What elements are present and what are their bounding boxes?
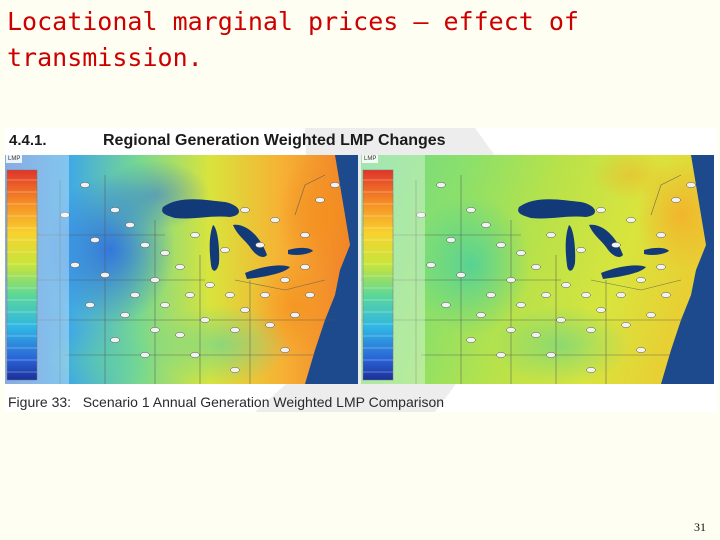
lmp-map-scenario: LMP	[361, 155, 714, 384]
slide-title: Locational marginal prices – effect of t…	[7, 7, 579, 72]
legend-title-scenario: LMP	[362, 155, 379, 163]
map-figure: 4.4.1. Regional Generation Weighted LMP …	[5, 128, 717, 412]
legend-title-base: LMP	[6, 155, 23, 163]
page-number: 31	[694, 520, 706, 534]
lmp-contour-map	[5, 155, 358, 384]
lmp-contour-map	[361, 155, 714, 384]
section-number: 4.4.1.	[9, 132, 47, 149]
figure-heading: Regional Generation Weighted LMP Changes	[103, 132, 446, 149]
figure-caption: Figure 33: Scenario 1 Annual Generation …	[8, 394, 445, 410]
lmp-map-base: LMP	[5, 155, 358, 384]
